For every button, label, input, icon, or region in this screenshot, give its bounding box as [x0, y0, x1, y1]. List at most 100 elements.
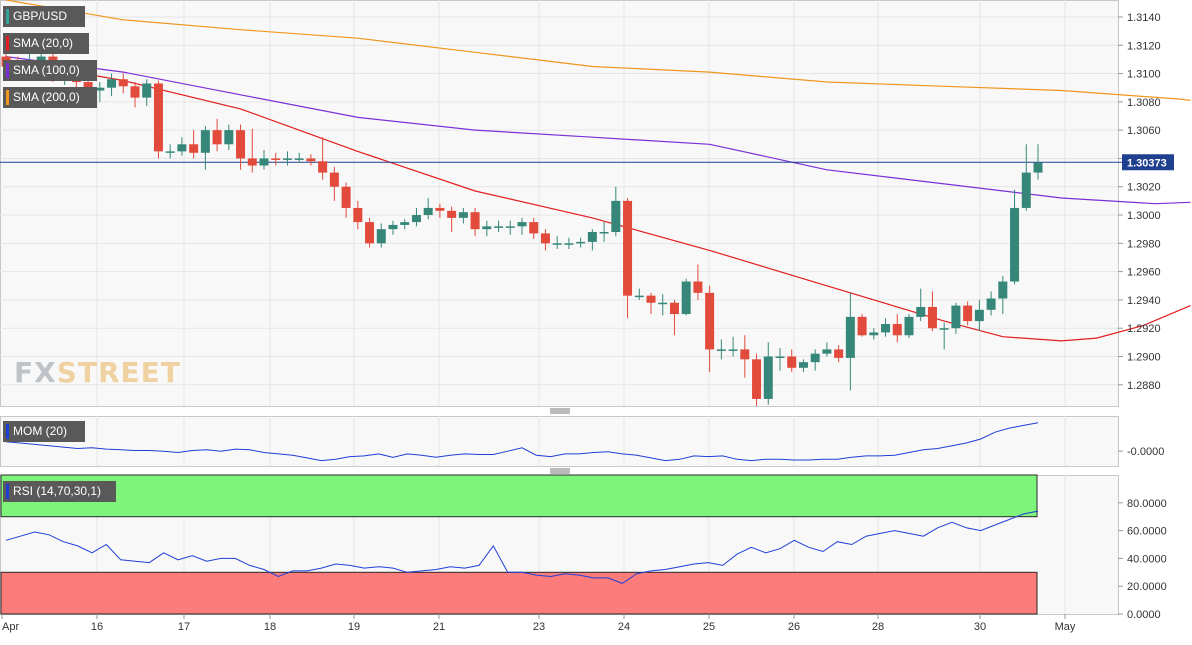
candle-body — [118, 79, 128, 87]
candle-body — [881, 323, 891, 333]
candle-body — [974, 309, 984, 322]
rsi-tick-label: 40.0000 — [1127, 553, 1167, 565]
x-tick-label: 26 — [788, 621, 800, 633]
candle-body — [365, 222, 375, 244]
candle-body — [681, 281, 691, 315]
x-tick-label: 30 — [974, 621, 986, 633]
price-tick-label: 1.2900 — [1127, 351, 1161, 363]
sma-line-0 — [5, 58, 1191, 342]
price-tick-label: 1.2980 — [1127, 238, 1161, 250]
resize-handle-1 — [550, 408, 570, 414]
sma-line-1 — [5, 56, 1191, 205]
candle-body — [787, 356, 797, 368]
symbol-swatch — [6, 9, 9, 24]
price-tick-label: 1.3080 — [1127, 97, 1161, 109]
rsi-label[interactable]: RSI (14,70,30,1) — [3, 481, 116, 502]
candle-body — [271, 158, 281, 160]
rsi-tick-label: 60.0000 — [1127, 526, 1167, 538]
candle-body — [634, 295, 644, 298]
sma100-label[interactable]: SMA (100,0) — [3, 60, 97, 81]
candle-body — [763, 356, 773, 399]
candle-body — [822, 349, 832, 354]
candle-body — [470, 212, 480, 230]
sma200-swatch — [6, 90, 9, 105]
candle-body — [282, 158, 292, 160]
candle-body — [705, 292, 715, 350]
candle-body — [857, 316, 867, 336]
sma100-text: SMA (100,0) — [13, 63, 80, 77]
candle-body — [529, 222, 539, 234]
x-tick-label: 28 — [872, 621, 884, 633]
x-tick-label: Apr — [2, 621, 19, 633]
price-tick-label: 1.2880 — [1127, 380, 1161, 392]
candle-body — [83, 82, 93, 91]
candle-body — [998, 281, 1008, 299]
candle-body — [517, 222, 527, 227]
symbol-label[interactable]: GBP/USD — [3, 6, 85, 27]
candle-body — [869, 332, 879, 336]
price-tick-label: 1.3000 — [1127, 210, 1161, 222]
candle-body — [716, 349, 726, 351]
mom-tick-label: -0.0000 — [1127, 446, 1164, 458]
candle-body — [341, 186, 351, 208]
candle-body — [353, 207, 363, 223]
candle-body — [986, 298, 996, 310]
candle-body — [576, 241, 586, 244]
candle-body — [212, 130, 222, 145]
candle-body — [587, 232, 597, 242]
mom-swatch — [6, 424, 9, 439]
watermark-part2: STREET — [56, 356, 181, 389]
candle-body — [740, 349, 750, 360]
resize-handle-2 — [550, 468, 570, 474]
mom-panel — [0, 416, 1119, 467]
rsi-line — [5, 510, 1039, 584]
rsi-tick-label: 80.0000 — [1127, 498, 1167, 510]
sma200-label[interactable]: SMA (200,0) — [3, 87, 97, 108]
candle-body — [458, 212, 468, 218]
rsi-oversold-band — [0, 571, 1038, 615]
last-price-value: 1.30373 — [1127, 157, 1167, 169]
candle-body — [236, 130, 246, 159]
candle-body — [142, 83, 152, 98]
candle-body — [165, 151, 175, 153]
candle-body — [388, 224, 398, 230]
candle-body — [130, 86, 140, 98]
fxstreet-watermark: FXSTREET — [14, 356, 181, 389]
candle-body — [669, 302, 679, 315]
candle-body — [611, 200, 621, 232]
rsi-text: RSI (14,70,30,1) — [13, 484, 102, 498]
price-tick-label: 1.3140 — [1127, 12, 1161, 24]
candle-body — [1033, 162, 1043, 173]
candle-body — [963, 305, 973, 322]
candle-body — [494, 226, 504, 228]
x-tick-label: 18 — [264, 621, 276, 633]
candle-body — [658, 302, 668, 305]
price-tick-label: 1.3060 — [1127, 125, 1161, 137]
candle-body — [505, 226, 515, 228]
candle-body — [177, 144, 187, 152]
candle-body — [95, 87, 105, 91]
candle-body — [318, 161, 328, 173]
candle-body — [306, 158, 316, 162]
candle-body — [775, 356, 785, 358]
candle-body — [423, 207, 433, 216]
candle-body — [752, 359, 762, 399]
last-price-tag — [1122, 154, 1174, 171]
price-tick-label: 1.2960 — [1127, 267, 1161, 279]
mom-label[interactable]: MOM (20) — [3, 421, 85, 442]
rsi-swatch — [6, 484, 9, 499]
candle-body — [482, 226, 492, 230]
price-tick-label: 1.3100 — [1127, 69, 1161, 81]
candle-body — [447, 210, 457, 218]
candle-body — [200, 130, 210, 153]
sma20-text: SMA (20,0) — [13, 36, 74, 50]
x-tick-label: May — [1055, 621, 1076, 633]
x-tick-label: 23 — [533, 621, 545, 633]
symbol-text: GBP/USD — [13, 9, 68, 23]
sma20-label[interactable]: SMA (20,0) — [3, 33, 89, 54]
candle-body — [329, 172, 339, 187]
price-tick-label: 1.3020 — [1127, 182, 1161, 194]
candle-body — [810, 353, 820, 363]
